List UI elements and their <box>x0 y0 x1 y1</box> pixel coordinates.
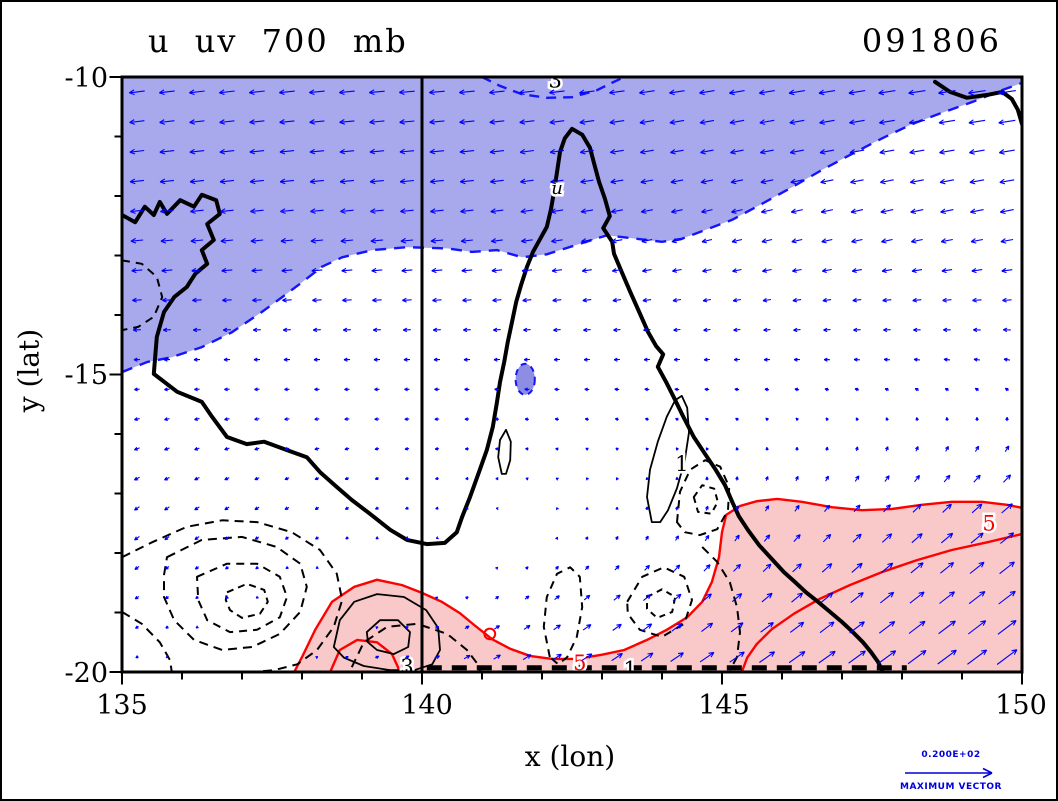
dashed-B1-inner <box>692 484 719 515</box>
westerly-shaded-region <box>294 498 1022 672</box>
coastline <box>122 126 885 672</box>
contour-label: 5 <box>982 511 995 535</box>
dashed-A4 <box>224 582 269 619</box>
x-tick-label-145: 145 <box>698 690 750 721</box>
wind-vector-field <box>129 89 1018 665</box>
red-inner-left-lobe <box>329 638 401 672</box>
dashed-B2 <box>626 566 693 638</box>
dashed-A3 <box>196 562 288 634</box>
easterly-shaded-region <box>122 77 1022 373</box>
x-tick-label-150: 150 <box>995 690 1047 721</box>
dashed-top-left <box>122 259 164 331</box>
max-vector-value: 0.200E+02 <box>921 750 981 760</box>
dashed-A2 <box>163 535 308 651</box>
x-tick-label-140: 140 <box>401 690 453 721</box>
solid-S1 <box>646 395 690 523</box>
chart-timestamp: 091806 <box>861 22 1002 60</box>
contour-label: 3 <box>400 655 413 679</box>
solid-S2 <box>332 593 441 672</box>
red-inner-right <box>740 532 1022 672</box>
dashed-B1 <box>676 459 731 537</box>
contour-label: 1 <box>624 658 637 682</box>
dashed-A-outer <box>122 519 344 672</box>
plot-frame <box>120 75 1024 674</box>
dashed-C1 <box>542 566 584 666</box>
contour-label: 3 <box>549 69 562 93</box>
y-tick-label--20: -20 <box>64 658 108 689</box>
chart-title: u uv 700 mb <box>148 22 408 60</box>
red-small-contour <box>483 627 497 641</box>
max-vector-label: MAXIMUM VECTOR <box>899 782 1002 792</box>
dashed-A5 <box>122 611 173 672</box>
easterly-shaded-region-boundary <box>122 81 1022 374</box>
dashed-B2-inner <box>646 588 677 619</box>
coastline <box>933 79 1022 126</box>
solid-S2-inner <box>365 619 411 655</box>
blue-dashed-top-center <box>481 77 623 99</box>
contour-label: 1 <box>675 452 688 476</box>
axis-ticks <box>109 76 1023 685</box>
max-vector-arrow-icon <box>905 767 993 779</box>
contour-label: 5 <box>573 651 586 675</box>
y-tick-label--10: -10 <box>64 63 108 94</box>
x-tick-label-135: 135 <box>96 690 148 721</box>
x-axis-label: x (lon) <box>524 740 616 773</box>
blue-contour-spot <box>514 362 536 396</box>
solid-S3 <box>497 428 512 475</box>
y-tick-label--15: -15 <box>64 360 108 391</box>
